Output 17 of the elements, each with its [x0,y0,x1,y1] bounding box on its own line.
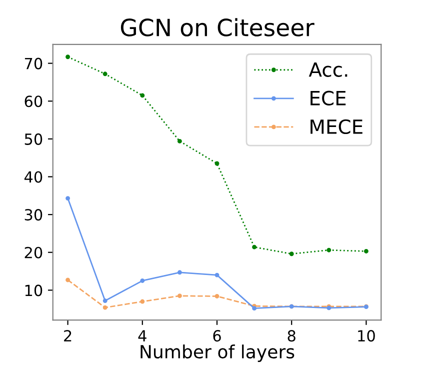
x-axis-title: Number of layers [140,344,294,362]
y-tick-label: 50 [24,133,42,145]
x-tick-label: 4 [138,330,146,342]
chart-title: GCN on Citeseer [120,18,314,36]
y-tick-label: 20 [24,246,42,258]
x-tick-label: 6 [213,330,221,342]
x-tick-label: 8 [288,330,296,342]
y-tick-label: 40 [24,171,42,183]
y-tick-label: 70 [24,58,42,70]
y-tick-label: 30 [24,209,42,221]
legend-label: ECE [310,90,346,106]
legend-label: MECE [310,119,362,134]
y-tick-label: 10 [25,284,42,296]
legend-label: Acc. [308,62,348,77]
y-tick-label: 60 [24,96,42,108]
x-tick-label: 10 [358,330,375,342]
x-tick-label: 2 [64,330,72,342]
